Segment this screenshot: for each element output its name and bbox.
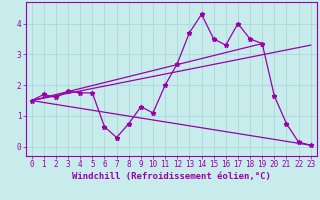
X-axis label: Windchill (Refroidissement éolien,°C): Windchill (Refroidissement éolien,°C) <box>72 172 271 181</box>
